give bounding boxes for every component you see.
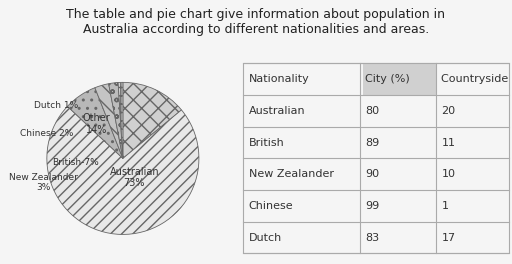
Text: Dutch: Dutch — [249, 233, 282, 243]
Text: 99: 99 — [366, 201, 380, 211]
Text: Australian
73%: Australian 73% — [110, 167, 159, 188]
Text: Australian: Australian — [249, 106, 305, 116]
Text: British-7%: British-7% — [52, 158, 99, 167]
Text: 10: 10 — [441, 169, 456, 179]
Text: Chinese 2%: Chinese 2% — [20, 129, 74, 138]
Wedge shape — [109, 83, 123, 158]
Text: British: British — [249, 138, 285, 148]
Text: 20: 20 — [441, 106, 456, 116]
Text: Nationality: Nationality — [249, 74, 310, 84]
Text: Other
14%: Other 14% — [82, 113, 110, 135]
Wedge shape — [47, 106, 199, 234]
Text: Dutch 1%: Dutch 1% — [34, 101, 78, 110]
Wedge shape — [118, 82, 123, 158]
Text: Chinese: Chinese — [249, 201, 293, 211]
FancyBboxPatch shape — [362, 63, 436, 95]
Text: 89: 89 — [366, 138, 380, 148]
Text: 83: 83 — [366, 233, 379, 243]
Text: New Zealander: New Zealander — [249, 169, 334, 179]
Text: The table and pie chart give information about population in
Australia according: The table and pie chart give information… — [67, 8, 445, 36]
Wedge shape — [123, 82, 181, 158]
Text: 11: 11 — [441, 138, 456, 148]
Text: Countryside (%): Countryside (%) — [441, 74, 512, 84]
Text: 1: 1 — [441, 201, 449, 211]
Wedge shape — [95, 84, 123, 158]
Text: New Zealander
3%: New Zealander 3% — [9, 173, 77, 192]
Text: 17: 17 — [441, 233, 456, 243]
Text: City (%): City (%) — [366, 74, 410, 84]
Wedge shape — [68, 88, 123, 158]
Text: 80: 80 — [366, 106, 379, 116]
Text: 90: 90 — [366, 169, 379, 179]
